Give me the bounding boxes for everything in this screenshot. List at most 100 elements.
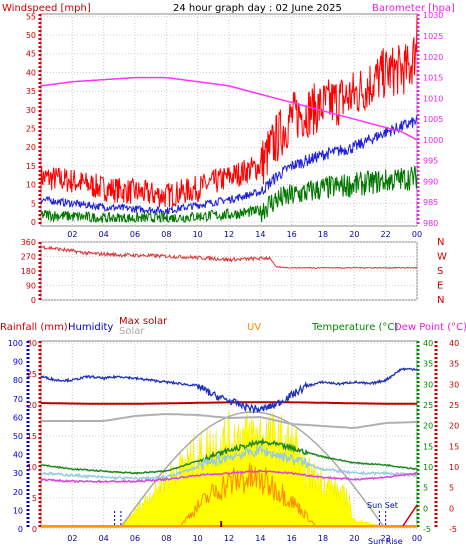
compass-label: N bbox=[437, 237, 444, 248]
chart-title: 24 hour graph day : 02 June 2025 bbox=[173, 3, 342, 14]
rain-tick-label: 25 bbox=[27, 370, 37, 379]
temp-tick-label: -5 bbox=[423, 525, 431, 534]
climate-x-tick-label: 00 bbox=[412, 534, 422, 543]
compass-label: N bbox=[437, 295, 444, 306]
dew-tick-label: 5 bbox=[449, 484, 454, 493]
dewpoint-label: Dew Point (°C) bbox=[394, 322, 466, 333]
baro-tick-label: 1030 bbox=[423, 11, 443, 20]
uv-label: UV bbox=[247, 322, 261, 333]
baro-tick-label: 1020 bbox=[423, 53, 443, 62]
humidity-tick-label: 40 bbox=[13, 451, 23, 460]
wind-gust-line bbox=[40, 16, 418, 208]
barometer-axis-label: Barometer [hpa] bbox=[372, 3, 455, 14]
temp-tick-label: 5 bbox=[423, 484, 428, 493]
wind-tick-label: 40 bbox=[26, 68, 36, 77]
temp-tick-label: 20 bbox=[423, 422, 433, 431]
max-solar-label: Max solar bbox=[119, 316, 168, 327]
temp-tick-label: 35 bbox=[423, 360, 433, 369]
wind-tick-label: 15 bbox=[26, 162, 36, 171]
climate-x-tick-label: 20 bbox=[349, 534, 359, 543]
wind-tick-label: 0 bbox=[31, 218, 36, 227]
rain-tick-label: 30 bbox=[27, 339, 37, 348]
wind-tick-label: 45 bbox=[26, 50, 36, 59]
wind-x-tick-label: 14 bbox=[255, 230, 265, 239]
temperature-label: Temperature (°C) bbox=[311, 322, 398, 333]
wind-x-tick-label: 20 bbox=[349, 230, 359, 239]
rainfall-label: Rainfall (mm) bbox=[0, 322, 68, 333]
direction-tick-label: 0 bbox=[31, 296, 36, 305]
wind-tick-label: 25 bbox=[26, 125, 36, 134]
climate-x-tick-label: 06 bbox=[130, 534, 140, 543]
direction-line bbox=[40, 245, 418, 269]
rain-tick-label: 0 bbox=[32, 525, 37, 534]
climate-x-tick-label: 12 bbox=[224, 534, 234, 543]
wind-x-tick-label: 10 bbox=[193, 230, 203, 239]
humidity-tick-label: 100 bbox=[8, 339, 23, 348]
max-solar-line bbox=[40, 401, 417, 405]
wind-x-tick-label: 02 bbox=[67, 230, 77, 239]
climate-x-tick-label: 14 bbox=[255, 534, 265, 543]
wind-tick-label: 30 bbox=[26, 106, 36, 115]
direction-tick-label: 270 bbox=[21, 253, 36, 262]
humidity-tick-label: 30 bbox=[13, 469, 23, 478]
baro-tick-label: 1010 bbox=[423, 94, 443, 103]
baro-tick-label: 995 bbox=[423, 157, 438, 166]
sunset-label: Sun Set bbox=[367, 501, 398, 510]
humidity-label: Humidity bbox=[68, 322, 113, 333]
wind-axis-label: Windspeed [mph] bbox=[2, 3, 91, 14]
wind-tick-label: 55 bbox=[26, 12, 36, 21]
direction-tick-label: 90 bbox=[26, 282, 36, 291]
wind-tick-label: 50 bbox=[26, 31, 36, 40]
temp-tick-label: 30 bbox=[423, 380, 433, 389]
climate-x-tick-label: 02 bbox=[67, 534, 77, 543]
dew-tick-label: -5 bbox=[449, 525, 457, 534]
dew-tick-label: 0 bbox=[449, 504, 454, 513]
compass-label: W bbox=[437, 252, 447, 263]
baro-tick-label: 1025 bbox=[423, 32, 443, 41]
rain-tick-label: 15 bbox=[27, 432, 37, 441]
dew-tick-label: 35 bbox=[449, 360, 459, 369]
wind-low-line bbox=[40, 165, 418, 224]
temp-tick-label: 10 bbox=[423, 463, 433, 472]
dew-tick-label: 25 bbox=[449, 401, 459, 410]
dew-tick-label: 15 bbox=[449, 442, 459, 451]
compass-label: S bbox=[437, 266, 443, 277]
wind-avg-line bbox=[40, 115, 418, 216]
humidity-tick-label: 60 bbox=[13, 413, 23, 422]
baro-tick-label: 980 bbox=[423, 219, 438, 228]
temperature-line bbox=[40, 437, 418, 475]
temp-tick-label: 40 bbox=[423, 339, 433, 348]
wind-tick-label: 5 bbox=[31, 199, 36, 208]
baro-tick-label: 1015 bbox=[423, 74, 443, 83]
solar-label: Solar bbox=[119, 326, 145, 337]
baro-tick-label: 990 bbox=[423, 177, 438, 186]
wind-x-tick-label: 12 bbox=[224, 230, 234, 239]
climate-x-tick-label: 16 bbox=[287, 534, 297, 543]
dew-tick-label: 20 bbox=[449, 422, 459, 431]
climate-x-tick-label: 08 bbox=[161, 534, 171, 543]
direction-tick-label: 360 bbox=[21, 238, 36, 247]
direction-tick-label: 180 bbox=[21, 267, 36, 276]
dew-tick-label: 10 bbox=[449, 463, 459, 472]
temp-tick-label: 25 bbox=[423, 401, 433, 410]
dew-tick-label: 40 bbox=[449, 339, 459, 348]
barometer-line bbox=[40, 76, 418, 141]
compass-label: E bbox=[437, 281, 443, 292]
solar-reference-line bbox=[41, 413, 418, 429]
baro-tick-label: 985 bbox=[423, 198, 438, 207]
wind-x-tick-label: 06 bbox=[130, 230, 140, 239]
baro-tick-label: 1000 bbox=[423, 136, 443, 145]
climate-x-tick-label: 10 bbox=[193, 534, 203, 543]
feels-like-line bbox=[41, 444, 418, 481]
climate-x-tick-label: 18 bbox=[318, 534, 328, 543]
wind-x-tick-label: 22 bbox=[381, 230, 391, 239]
humidity-tick-label: 10 bbox=[13, 506, 23, 515]
humidity-tick-label: 20 bbox=[13, 488, 23, 497]
dew-tick-label: 30 bbox=[449, 380, 459, 389]
rainfall-line bbox=[402, 504, 418, 527]
rain-tick-label: 20 bbox=[27, 401, 37, 410]
